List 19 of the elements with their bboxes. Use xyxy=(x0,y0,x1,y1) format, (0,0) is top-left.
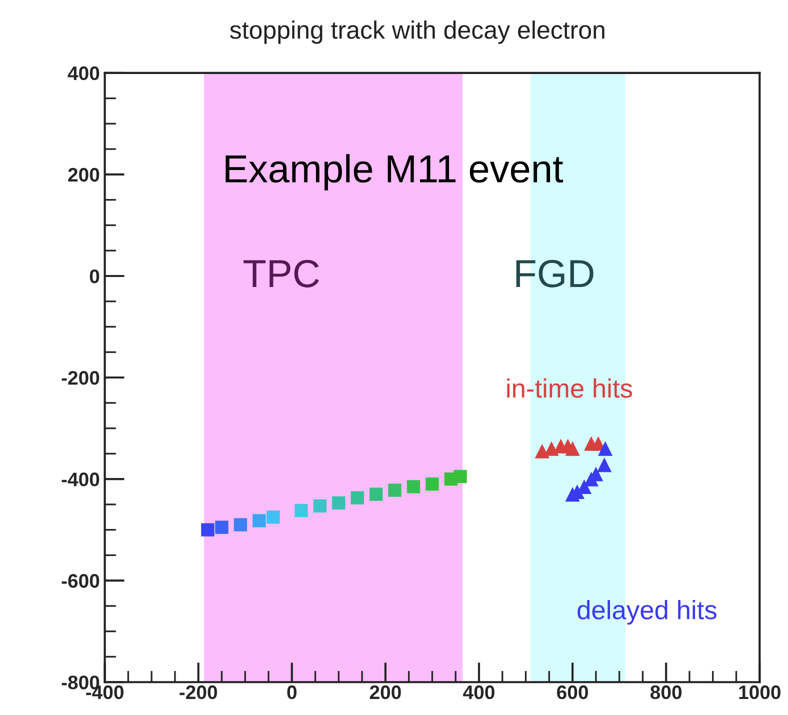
series-label: in-time hits xyxy=(507,378,632,398)
annotation: Example M11 event xyxy=(226,154,564,190)
y-tick-label: -200 xyxy=(62,370,100,385)
x-tick-label: 800 xyxy=(650,685,682,700)
y-tick-label: -600 xyxy=(62,574,100,588)
y-tick-label: 400 xyxy=(68,66,100,80)
y-tick-label: -400 xyxy=(62,472,100,486)
text: delayed hits xyxy=(578,600,716,625)
x-tick-label: 200 xyxy=(370,685,401,700)
x-tick-label: 0 xyxy=(287,685,297,700)
y-tick-label: 200 xyxy=(68,168,100,182)
x-tick-label: 400 xyxy=(463,685,494,700)
chart-title: stopping track with decay electron xyxy=(230,20,604,44)
x-tick-label: 1000 xyxy=(739,685,780,700)
band-label: TPC xyxy=(244,260,319,288)
x-tick-label: -200 xyxy=(180,685,218,700)
x-tick-label: 600 xyxy=(557,685,588,700)
band-label: FGD xyxy=(516,260,594,288)
y-tick-label: 0 xyxy=(90,269,100,284)
